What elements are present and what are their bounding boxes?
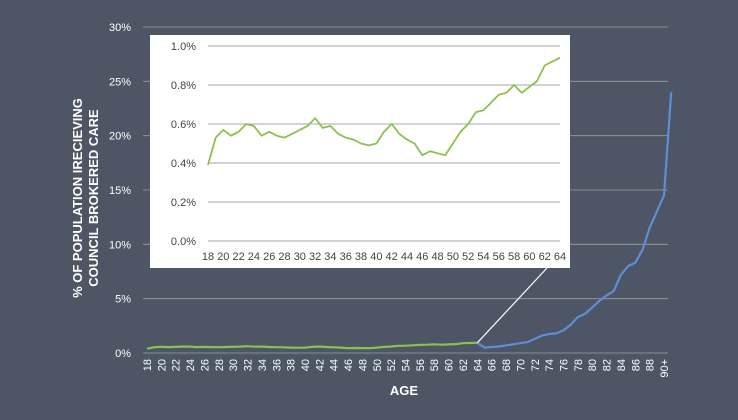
inset-y-tick-label: 0.0%	[171, 236, 196, 248]
main-x-tick-label: 18	[142, 359, 154, 371]
main-y-tick-label: 20%	[109, 131, 131, 143]
inset-series-line-1	[207, 56, 561, 166]
main-x-tick-label: 28	[214, 359, 226, 371]
main-y-tick-label: 10%	[109, 239, 131, 251]
main-x-tick-label: 22	[171, 359, 183, 371]
main-y-tick-label: 30%	[109, 22, 131, 34]
inset-x-tick-label: 24	[248, 251, 260, 263]
main-x-tick-label: 54	[401, 359, 413, 371]
main-x-tick-label: 62	[458, 359, 470, 371]
main-x-tick-label: 48	[357, 359, 369, 371]
inset-callout-line	[476, 267, 548, 344]
inset-x-tick-label: 62	[539, 251, 551, 263]
inset-x-tick-label: 22	[232, 251, 244, 263]
inset-x-tick-label: 40	[370, 251, 382, 263]
main-x-tick-label: 26	[199, 359, 211, 371]
inset-y-tick-label: 1.0%	[171, 41, 196, 53]
main-x-tick-label: 66	[487, 359, 499, 371]
main-x-tick-label: 74	[544, 359, 556, 371]
inset-x-tick-label: 30	[294, 251, 306, 263]
inset-x-tick-label: 52	[462, 251, 474, 263]
main-x-tick-label: 50	[372, 359, 384, 371]
inset-x-tick-label: 38	[355, 251, 367, 263]
inset-x-tick-label: 64	[554, 251, 566, 263]
main-x-tick-label: 44	[329, 359, 341, 371]
main-x-tick-label: 84	[616, 359, 628, 371]
main-x-tick-label: 34	[257, 359, 269, 371]
main-x-tick-label: 42	[314, 359, 326, 371]
y-axis-label-line-2: COUNCIL BROKERED CARE	[86, 109, 101, 287]
main-x-tick-label: 40	[300, 359, 312, 371]
main-y-tick-label: 5%	[115, 294, 131, 306]
main-series-line-1	[146, 341, 478, 350]
inset-x-tick-label: 20	[217, 251, 229, 263]
inset-x-tick-label: 34	[324, 251, 336, 263]
inset-x-tick-label: 28	[278, 251, 290, 263]
inset-x-tick-label: 18	[202, 251, 214, 263]
main-y-tick-label: 0%	[115, 348, 131, 360]
main-x-tick-label: 86	[630, 359, 642, 371]
main-x-tick-label: 72	[530, 359, 542, 371]
inset-y-tick-label: 0.2%	[171, 197, 196, 209]
x-axis-label: AGE	[390, 383, 419, 398]
main-x-tick-label: 32	[243, 359, 255, 371]
main-x-tick-label: 56	[415, 359, 427, 371]
main-x-tick-label: 46	[343, 359, 355, 371]
main-x-tick-label: 30	[228, 359, 240, 371]
inset-x-tick-label: 46	[416, 251, 428, 263]
inset-x-tick-label: 50	[447, 251, 459, 263]
inset-x-tick-label: 58	[508, 251, 520, 263]
inset-x-tick-label: 48	[431, 251, 443, 263]
inset-x-tick-label: 42	[386, 251, 398, 263]
main-y-tick-label: 15%	[109, 185, 131, 197]
main-x-tick-label: 82	[602, 359, 614, 371]
main-x-tick-label: 68	[501, 359, 513, 371]
main-x-tick-label: 60	[444, 359, 456, 371]
inset-x-tick-label: 32	[309, 251, 321, 263]
main-x-tick-label: 76	[558, 359, 570, 371]
main-x-tick-label: 64	[472, 359, 484, 371]
main-x-tick-label: 36	[271, 359, 283, 371]
main-x-tick-label: 78	[573, 359, 585, 371]
main-x-tick-label: 52	[386, 359, 398, 371]
inset-x-tick-label: 54	[477, 251, 489, 263]
main-y-tick-label: 25%	[109, 76, 131, 88]
y-axis-label-line-1: % OF POPULATION IRECIEVING	[70, 98, 85, 298]
inset-x-tick-label: 60	[523, 251, 535, 263]
main-x-tick-label: 38	[286, 359, 298, 371]
main-x-tick-label: 80	[587, 359, 599, 371]
main-x-tick-label: 70	[515, 359, 527, 371]
main-series-line-2	[476, 92, 673, 349]
inset-panel	[150, 35, 570, 268]
inset-x-tick-label: 26	[263, 251, 275, 263]
inset-x-tick-label: 56	[493, 251, 505, 263]
inset-y-tick-label: 0.8%	[171, 80, 196, 92]
inset-y-tick-label: 0.4%	[171, 158, 196, 170]
main-x-tick-label: 20	[156, 359, 168, 371]
main-x-tick-label: 90+	[659, 359, 671, 378]
inset-x-tick-label: 44	[401, 251, 413, 263]
main-x-tick-label: 58	[429, 359, 441, 371]
main-x-tick-label: 88	[645, 359, 657, 371]
inset-y-tick-label: 0.6%	[171, 119, 196, 131]
main-x-tick-label: 24	[185, 359, 197, 371]
inset-x-tick-label: 36	[340, 251, 352, 263]
